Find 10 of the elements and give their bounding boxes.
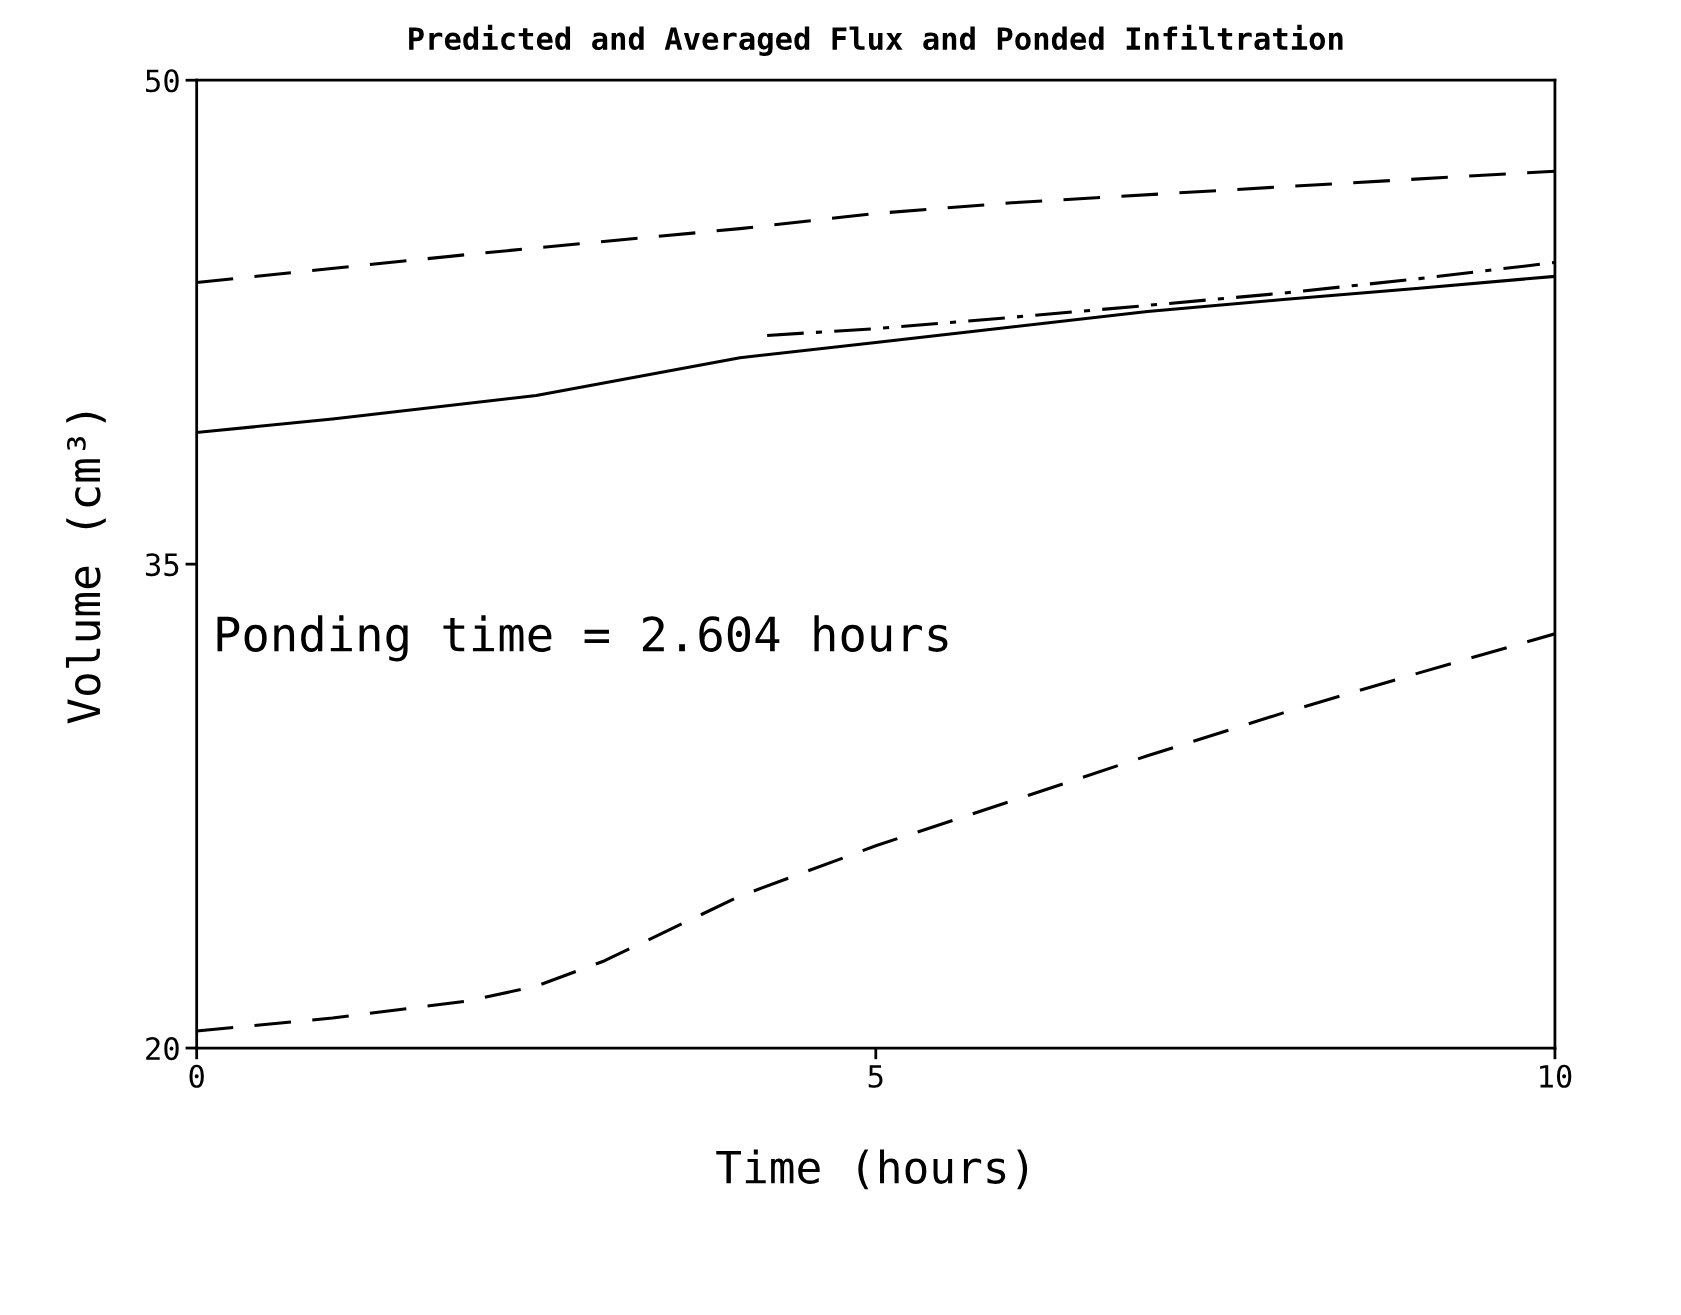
x-axis-title: Time (hours) (716, 1149, 1028, 1190)
annotation: Ponding time = 2.604 hours (217, 615, 948, 662)
x-tick-label: 10 (1540, 1064, 1572, 1088)
y-tick-label: 50 (146, 69, 179, 93)
x-tick-label: 0 (189, 1064, 204, 1088)
y-tick-label: 35 (145, 553, 179, 577)
x-tick-label: 5 (868, 1065, 883, 1088)
y-tick-label: 20 (146, 1037, 179, 1061)
chart-title: Predicted and Averaged Flux and Ponded Infiltration (409, 24, 1343, 56)
y-axis-title: Volume (cm³) (65, 412, 106, 724)
